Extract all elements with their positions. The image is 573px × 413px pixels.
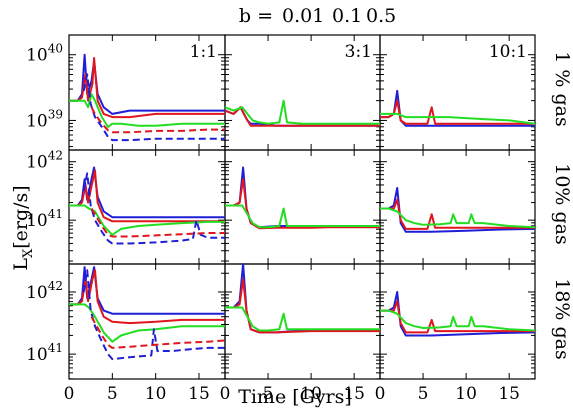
y-label-rest: [erg/s] [10,185,32,248]
x-tick-label: 10 [300,384,322,404]
x-tick-label: 0 [64,384,75,404]
series-b001-solid-r2-c3 [380,187,536,233]
x-tick-label: 15 [498,384,520,404]
row-label-2: 10% gas [551,163,573,245]
series-b001-dashed-r3-c1 [82,269,225,361]
series-b05-solid-r1-c2 [224,99,380,125]
legend: b = 0.01 0.1 0.5 [239,5,396,27]
column-label: 3:1 [345,42,372,62]
legend-prefix: b = [239,5,273,27]
panel-frame-r2-c3 [379,149,536,265]
series-b01-solid-r2-c3 [380,198,535,230]
series-b05-solid-r3-c2 [225,306,380,332]
series-b01-solid-r3-c2 [225,278,380,334]
series-b001-solid-r2-c2 [225,166,380,229]
x-tick-label: 15 [188,384,210,404]
panel-frame-r3-c3 [379,263,536,380]
y-label-main: L [10,258,32,271]
series-b01-solid-r3-c3 [380,300,535,334]
series-b001-solid-r3-c1 [69,266,225,315]
x-tick-label: 0 [220,384,231,404]
y-tick-label: 1042 [26,279,63,303]
series-b05-solid-r2-c1 [69,204,225,236]
legend-item-b001: 0.01 [282,5,324,27]
x-tick-label: 0 [375,384,386,404]
series-b01-solid-r2-c2 [225,178,380,230]
legend-item-b05: 0.5 [366,5,396,27]
panel-frame-r2-c2 [224,149,381,265]
x-tick-label: 15 [343,384,365,404]
y-tick-label: 1040 [26,42,63,66]
series-b001-solid-r3-c3 [380,291,536,337]
column-label: 10:1 [489,42,527,62]
x-tick-label: 5 [418,384,429,404]
x-axis-label: Time [Gyrs] [238,386,352,408]
panel-frame-r2-c1 [68,149,226,265]
panel-grid: 0 5 10 15 0 5 10 15 0 5 10 15 1040 1039 1042 1041 1042 10… [26,34,536,404]
series-b01-solid-r3-c1 [69,269,225,325]
series-b05-solid-r1-c3 [380,112,536,125]
y-axis-label: LX[erg/s] [10,185,36,270]
legend-item-b01: 0.1 [332,5,362,27]
series-b01-dashed-r1-c1 [90,106,225,134]
column-label: 1:1 [190,42,217,62]
y-tick-label: 1041 [26,207,63,231]
series-b01-dashed-r3-c1 [90,316,226,349]
y-tick-label: 1042 [26,149,63,173]
y-tick-label: 1041 [26,341,63,365]
x-tick-label: 5 [263,384,274,404]
x-tick-label: 10 [455,384,477,404]
series-b05-solid-r1-c1 [69,93,225,128]
x-tick-label: 10 [145,384,167,404]
series-b05-solid-r3-c3 [380,309,536,332]
y-tick-label: 1039 [26,107,63,131]
series-b05-solid-r2-c2 [225,204,380,229]
series-b01-dashed-r2-c1 [90,207,225,238]
series-b05-solid-r3-c1 [69,303,225,343]
y-label-sub: X [21,248,36,258]
series-b01-solid-r2-c1 [69,169,225,223]
x-tick-label: 5 [107,384,118,404]
series-b05-solid-r2-c3 [380,207,536,229]
row-label-1: 1 % gas [551,51,573,126]
row-label-3: 18% gas [551,278,573,360]
